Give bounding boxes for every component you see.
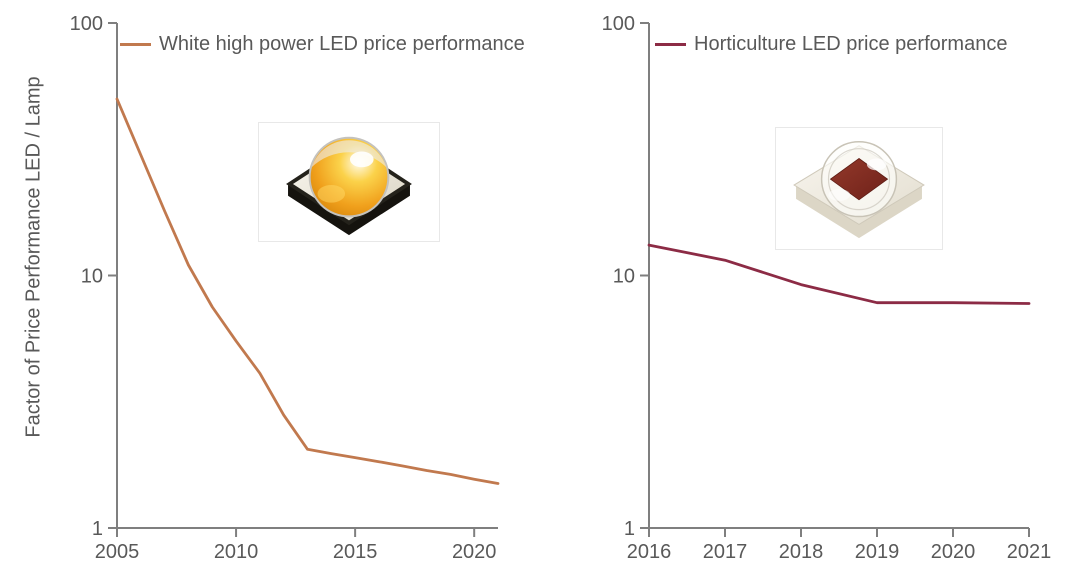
led-dome-inner-ring <box>827 148 891 211</box>
x-tick-label: 2019 <box>855 541 900 563</box>
y-tick-label: 10 <box>613 266 635 288</box>
white-led-plot: 1 10 100 2005 2010 2015 2020 <box>70 13 500 563</box>
led-dome-specular <box>349 151 374 168</box>
horticulture-led-plot: 1 10 100 2016 2017 2018 2019 2020 2021 <box>602 13 1052 563</box>
chart-white-high-power-led: 1 10 100 2005 2010 2015 2020 White high power … <box>70 13 525 563</box>
legend-horticulture-led: Horticulture LED price performance <box>655 33 1007 55</box>
y-tick-label: 1 <box>624 518 635 540</box>
axis-line <box>648 23 1029 529</box>
y-tick-label: 1 <box>92 518 103 540</box>
horticulture-led-legend-label: Horticulture LED price performance <box>694 32 1008 55</box>
x-tick-label: 2005 <box>95 541 140 563</box>
legend-white-led: White high power LED price performance <box>120 33 525 55</box>
led-dome-specular <box>866 158 887 171</box>
horticulture-led-chip-image <box>793 141 925 239</box>
y-tick-label: 10 <box>81 266 103 288</box>
y-tick-label: 100 <box>70 13 103 35</box>
x-tick-label: 2018 <box>779 541 824 563</box>
axis-line <box>116 23 498 529</box>
y-tick-label: 100 <box>602 13 635 35</box>
led-dome-glow <box>317 184 346 203</box>
horticulture-led-legend-swatch <box>655 42 686 46</box>
led-dome-glow <box>828 188 851 201</box>
x-tick-label: 2010 <box>214 541 259 563</box>
x-tick-label: 2020 <box>452 541 497 563</box>
white-led-chip-image <box>286 136 412 236</box>
chart-horticulture-led: 1 10 100 2016 2017 2018 2019 2020 2021 Horticult… <box>540 0 1080 575</box>
led-package-side <box>796 185 922 239</box>
horticulture-led-chip-photo <box>775 127 943 250</box>
series-line <box>115 97 500 485</box>
x-tick-label: 2016 <box>627 541 672 563</box>
x-tick-label: 2015 <box>333 541 378 563</box>
white-led-legend-swatch <box>120 42 151 46</box>
white-high-power-led-chip-photo <box>258 122 440 242</box>
x-tick-label: 2020 <box>931 541 976 563</box>
led-dome-glass-highlight <box>311 140 387 168</box>
x-tick-label: 2021 <box>1007 541 1052 563</box>
white-led-legend-label: White high power LED price performance <box>159 32 525 55</box>
series-line <box>647 243 1031 305</box>
x-tick-label: 2017 <box>703 541 748 563</box>
